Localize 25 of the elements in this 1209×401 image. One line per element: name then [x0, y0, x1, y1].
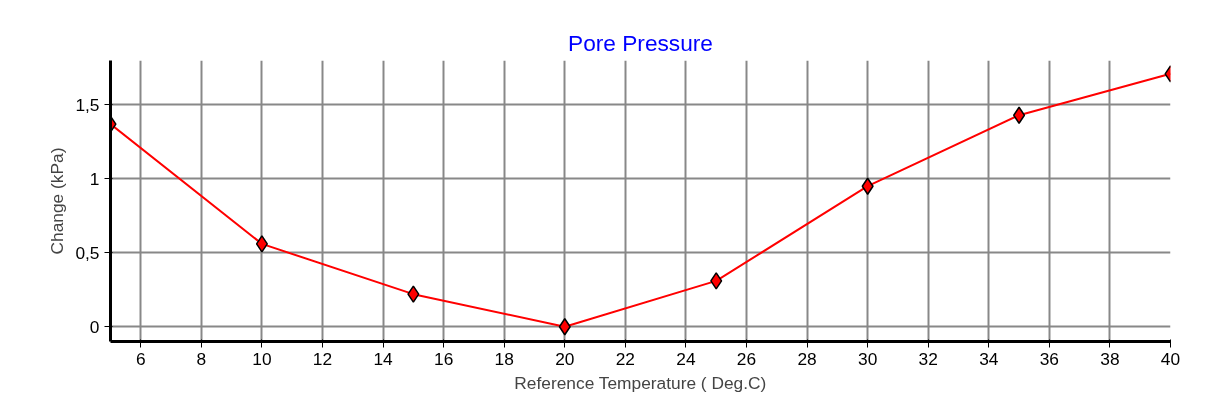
- x-tick-label: 22: [615, 348, 635, 369]
- x-tick-label: 16: [434, 348, 454, 369]
- y-tick-label: 1: [89, 168, 100, 189]
- x-tick-label: 26: [736, 348, 757, 369]
- x-tick-label: 28: [797, 348, 817, 369]
- x-tick-label: 38: [1100, 348, 1120, 369]
- x-tick-label: 18: [494, 348, 514, 369]
- x-tick-label: 30: [858, 348, 878, 369]
- chart-title: Pore Pressure: [568, 29, 713, 56]
- x-tick-label: 14: [373, 348, 394, 369]
- y-tick-label: 1,5: [75, 94, 100, 115]
- y-axis-title: Change (kPa): [47, 147, 68, 255]
- x-tick-label: 34: [979, 348, 999, 369]
- x-tick-label: 12: [312, 348, 333, 369]
- y-tick-label: 0,5: [75, 242, 100, 263]
- x-tick-label: 36: [1039, 348, 1059, 369]
- x-tick-label: 24: [676, 348, 696, 369]
- x-tick-label: 32: [918, 348, 938, 369]
- x-tick-label: 20: [555, 348, 575, 369]
- x-tick-label: 6: [135, 348, 146, 369]
- x-tick-label: 8: [196, 348, 207, 369]
- x-tick-label: 10: [252, 348, 272, 369]
- x-axis-title: Reference Temperature ( Deg.C): [514, 372, 767, 393]
- x-tick-label: 40: [1160, 348, 1181, 369]
- y-tick-label: 0: [89, 316, 100, 337]
